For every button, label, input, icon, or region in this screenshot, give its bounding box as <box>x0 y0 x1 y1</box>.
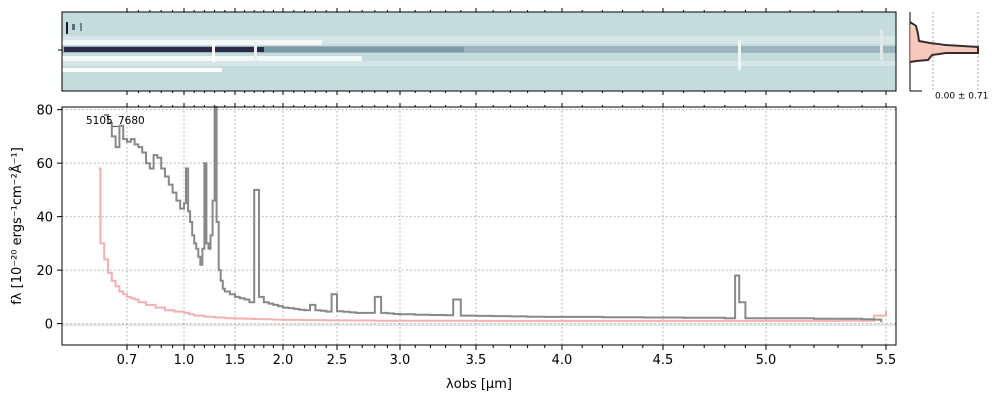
x-tick-label: 3.0 <box>390 353 411 368</box>
trace-band-white-top <box>62 40 322 45</box>
trace-core <box>62 46 896 53</box>
dark-pixels-left <box>66 22 68 34</box>
object-label: 5105_7680 <box>86 115 145 127</box>
trace-upper-light <box>62 36 896 44</box>
x-tick-label: 4.0 <box>552 353 573 368</box>
spectrum-2d-panel <box>58 8 897 95</box>
trace-bottom-white <box>62 68 222 72</box>
trace-core-mid <box>264 47 464 52</box>
profile-curve <box>909 21 979 63</box>
x-axis-title-text: λobs [μm] <box>446 377 512 392</box>
plot-frame <box>61 106 897 346</box>
y-axis-title-text: fλ [10⁻²⁰ ergs⁻¹cm⁻²Å⁻¹] <box>9 147 25 305</box>
profile-fill <box>910 25 978 63</box>
dark-pixels-left-3 <box>80 23 82 31</box>
x-tick-label: 3.5 <box>466 353 487 368</box>
x-axis-title: λobs [μm] <box>446 377 512 392</box>
trace-lower-light <box>62 61 896 66</box>
emission-line-paschen <box>254 42 257 60</box>
x-tick-label: 4.5 <box>653 353 674 368</box>
series-flux <box>104 106 883 323</box>
x-tick-label: 5.0 <box>756 353 777 368</box>
y-axis-title: fλ [10⁻²⁰ ergs⁻¹cm⁻²Å⁻¹] <box>9 147 25 305</box>
x-tick-label: 2.0 <box>273 353 294 368</box>
spectrum-2d-xticks <box>126 8 887 95</box>
x-tick-label: 2.5 <box>327 353 348 368</box>
y-tick-label: 0 <box>45 318 53 333</box>
profile-panel: 0.00 ± 0.71 <box>909 12 988 102</box>
y-axis-ticks: 0 20 40 60 80 <box>36 104 62 333</box>
spectrum-2d-frame <box>61 11 897 92</box>
emission-line-4 <box>880 30 883 60</box>
y-tick-label: 20 <box>36 264 53 279</box>
spectrum-1d-panel: 0.7 1.0 1.5 2.0 2.5 3.0 3.5 4.0 4.5 5.0 5.5 0 20 40 6… <box>9 10 897 392</box>
x-tick-label: 0.7 <box>117 353 138 368</box>
y-tick-label: 80 <box>36 104 53 119</box>
y-tick-label: 40 <box>36 211 53 226</box>
emission-line-ha <box>212 40 215 62</box>
y-tick-label: 60 <box>36 157 53 172</box>
x-tick-label: 5.5 <box>876 353 897 368</box>
plot-area <box>62 107 896 345</box>
profile-stat-label: 0.00 ± 0.71 <box>935 92 988 102</box>
dark-pixels-left-2 <box>72 24 75 30</box>
emission-line-3 <box>738 40 741 70</box>
series-error <box>98 167 887 322</box>
grid-lines <box>62 107 896 345</box>
spectrum-2d-rows <box>62 22 896 72</box>
trace-core-dark <box>64 47 264 52</box>
x-tick-label: 1.5 <box>225 353 246 368</box>
x-tick-label: 1.0 <box>174 353 195 368</box>
